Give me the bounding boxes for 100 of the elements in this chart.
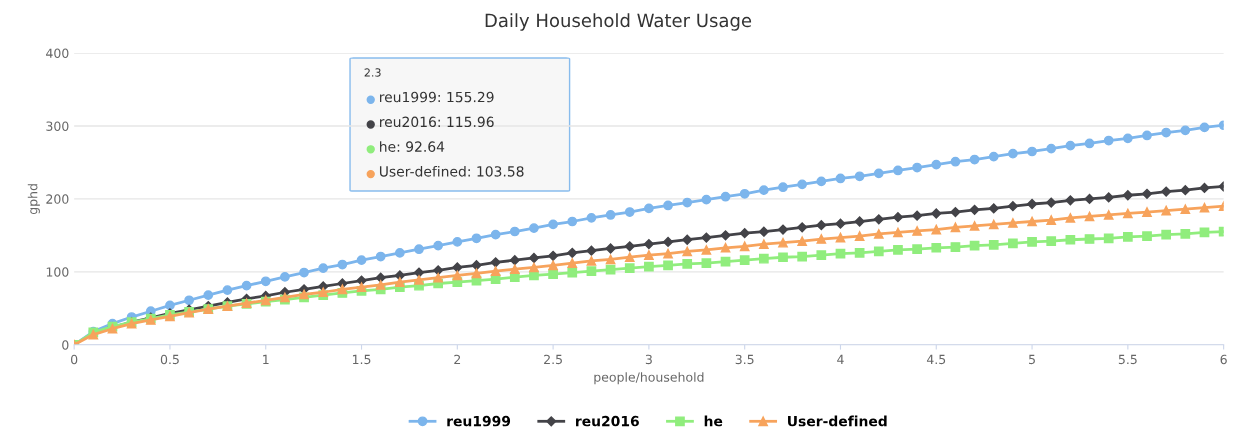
point — [854, 216, 865, 227]
point — [873, 168, 884, 179]
annotation: he: 92.64 — [380, 141, 445, 152]
point — [1122, 133, 1133, 144]
point — [1180, 125, 1191, 136]
point — [586, 245, 597, 256]
point — [720, 230, 731, 241]
point — [1026, 198, 1038, 210]
point — [605, 210, 616, 220]
point — [1084, 193, 1095, 205]
point — [797, 222, 808, 233]
point — [682, 234, 693, 245]
x-tick-label: 3.5 — [735, 354, 754, 365]
point — [1065, 195, 1076, 206]
point — [969, 204, 980, 215]
point — [720, 191, 731, 202]
point — [567, 247, 578, 258]
point — [644, 203, 654, 214]
point — [931, 208, 942, 219]
point — [911, 210, 923, 221]
point — [931, 159, 942, 170]
point — [337, 259, 348, 270]
annotation: 2.3 — [364, 68, 381, 77]
point — [892, 212, 904, 223]
point — [1008, 148, 1018, 159]
point — [490, 257, 501, 268]
point — [701, 194, 712, 205]
point — [375, 251, 386, 262]
point — [509, 255, 520, 266]
point — [1027, 146, 1037, 157]
x-axis-title: people/household — [594, 372, 704, 385]
point — [758, 185, 769, 196]
point — [969, 154, 980, 165]
y-tick-label: 0 — [62, 340, 69, 350]
point — [471, 260, 482, 271]
point — [854, 171, 865, 182]
point — [586, 212, 597, 223]
point — [394, 248, 405, 258]
y-axis-title: gphd — [27, 184, 40, 215]
point — [1103, 192, 1114, 203]
point — [375, 272, 386, 283]
point — [662, 236, 674, 248]
point — [739, 188, 750, 199]
point — [893, 165, 903, 176]
point — [280, 272, 290, 282]
legend-label: reu2016 — [576, 415, 639, 427]
x-tick-label: 2.5 — [544, 354, 562, 365]
point — [452, 237, 463, 247]
point — [1142, 130, 1152, 141]
point — [1199, 122, 1210, 133]
point — [1103, 135, 1114, 146]
legend-label: reu1999 — [447, 415, 511, 427]
x-tick-label: 3 — [645, 354, 652, 365]
point — [778, 182, 788, 193]
point — [356, 255, 367, 266]
annotation: User-defined: 103.58 — [379, 165, 524, 177]
point — [1046, 197, 1057, 208]
point — [1007, 201, 1019, 212]
point — [988, 203, 999, 214]
point — [260, 276, 271, 287]
point — [758, 226, 769, 237]
point — [222, 285, 233, 295]
point — [241, 280, 252, 291]
point — [797, 179, 808, 190]
legend-label: he — [704, 415, 723, 427]
chart-title: Daily Household Water Usage — [485, 13, 752, 31]
annotation: reu2016: 115.96 — [380, 116, 494, 128]
point — [529, 223, 539, 233]
point — [739, 228, 750, 239]
point — [624, 207, 635, 217]
point — [165, 300, 175, 311]
annotation: reu1999: 155.29 — [380, 91, 494, 103]
point — [835, 173, 846, 184]
point — [873, 214, 884, 225]
point — [816, 176, 827, 187]
point — [509, 226, 520, 237]
point — [1161, 127, 1172, 138]
x-tick-label: 4.5 — [926, 354, 946, 365]
point — [433, 240, 444, 251]
point — [624, 241, 635, 252]
point — [547, 250, 559, 261]
point — [682, 197, 693, 208]
x-tick-label: 1 — [263, 354, 269, 364]
point — [548, 219, 558, 230]
point — [1161, 186, 1172, 197]
point — [471, 233, 482, 244]
y-tick-label: 300 — [46, 121, 69, 131]
y-tick-label: 200 — [46, 194, 69, 204]
legend-label: User-defined — [788, 415, 887, 427]
y-tick-label: 400 — [46, 48, 69, 58]
point — [1046, 143, 1057, 154]
point — [605, 243, 616, 254]
point — [528, 252, 540, 264]
point — [318, 263, 329, 274]
point — [1141, 188, 1153, 199]
point — [1084, 138, 1095, 149]
x-tick-label: 4 — [837, 354, 844, 364]
point — [490, 229, 501, 240]
x-tick-label: 6 — [1220, 354, 1227, 365]
point — [433, 265, 444, 276]
